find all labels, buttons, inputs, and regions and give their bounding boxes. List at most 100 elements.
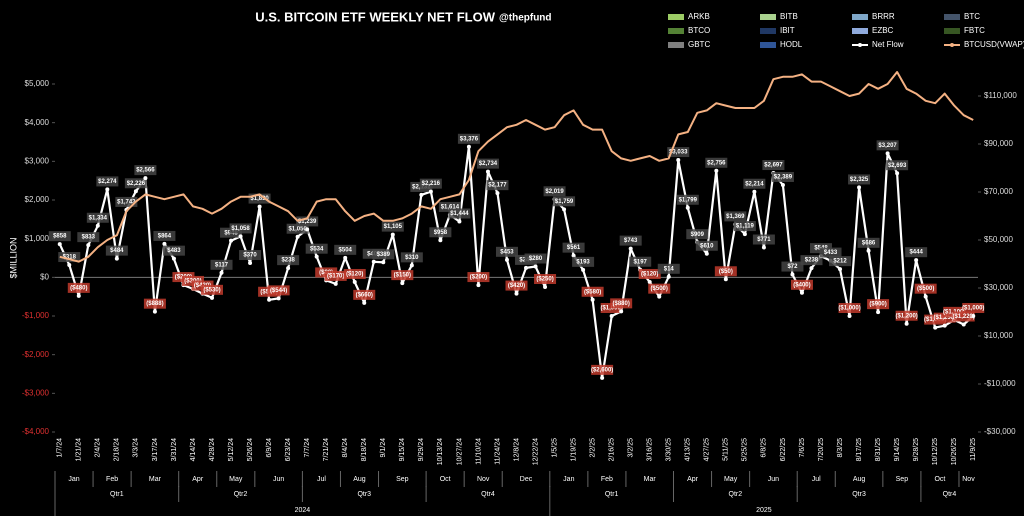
data-label-box	[162, 245, 185, 256]
data-label-box	[553, 196, 576, 207]
data-label: $1,799	[679, 197, 698, 203]
net-flow-point	[152, 309, 157, 314]
data-label: $1,050	[288, 226, 307, 232]
data-label: $1,239	[298, 219, 317, 225]
data-label-box	[905, 247, 928, 258]
x-tick-label: 3/17/24	[152, 438, 159, 461]
net-flow-point	[457, 219, 462, 224]
data-label: $212	[833, 259, 847, 265]
data-label-box	[400, 252, 423, 263]
data-label: $909	[691, 232, 705, 238]
month-label: Oct	[440, 476, 451, 483]
data-label: ($1,000)	[600, 306, 622, 312]
x-tick-label: 3/16/25	[647, 438, 654, 461]
data-label: ($150)	[394, 273, 411, 279]
x-tick-label: 8/17/25	[856, 438, 863, 461]
data-label-box	[619, 235, 642, 246]
data-label-box	[752, 234, 775, 245]
net-flow-point	[723, 277, 728, 282]
data-label-box	[648, 283, 671, 294]
x-tick-label: 9/28/25	[913, 438, 920, 461]
net-flow-point	[143, 176, 148, 181]
data-label-box	[67, 282, 90, 293]
year-label: 2024	[295, 507, 311, 514]
data-label-box	[743, 178, 766, 189]
y-axis-title: $MILLION	[8, 237, 18, 278]
data-label: ($1,000)	[962, 306, 984, 312]
month-label: Feb	[601, 476, 613, 483]
net-flow-point	[562, 207, 567, 212]
month-label: Aug	[853, 476, 866, 483]
year-label: 2025	[756, 507, 772, 514]
legend-label: FBTC	[964, 26, 985, 35]
net-flow-point	[961, 322, 966, 327]
x-tick-label: 1/19/25	[570, 438, 577, 461]
data-label: $561	[567, 245, 581, 251]
data-label-box	[486, 180, 509, 191]
x-tick-label: 4/13/25	[685, 438, 692, 461]
data-label: $2,214	[745, 181, 764, 187]
month-label: Mar	[149, 476, 162, 483]
data-label: $1,334	[89, 215, 108, 221]
data-label-box	[96, 176, 119, 187]
data-label-box	[86, 212, 109, 223]
y-tick-label: -$2,000	[22, 350, 50, 359]
data-label: $1,058	[231, 226, 250, 232]
data-label: $2,389	[774, 175, 793, 181]
data-label-box	[819, 247, 842, 258]
data-label: $833	[82, 235, 96, 241]
data-label: ($250)	[536, 277, 553, 283]
net-flow-point	[857, 185, 862, 190]
y2-tick-label: $10,000	[984, 331, 1013, 340]
y-tick-label: $3,000	[25, 156, 50, 165]
month-label: Aug	[353, 476, 366, 483]
net-flow-point	[533, 264, 538, 269]
data-label: ($580)	[584, 289, 601, 295]
data-label-box	[695, 240, 718, 251]
net-flow-point	[628, 246, 633, 251]
data-label-box	[429, 227, 452, 238]
data-label: $1,369	[726, 214, 745, 220]
data-label: $686	[862, 240, 876, 246]
data-label: $504	[339, 247, 353, 253]
price-line	[59, 71, 974, 263]
data-label-box	[771, 171, 794, 182]
legend-swatch	[760, 28, 776, 34]
x-tick-label: 11/24/24	[494, 438, 501, 465]
month-label: Jan	[68, 476, 79, 483]
month-label: Apr	[192, 476, 204, 483]
data-label-box	[705, 157, 728, 168]
net-flow-point	[504, 257, 509, 262]
net-flow-point	[67, 263, 72, 268]
data-label-box	[115, 196, 138, 207]
net-flow-point	[752, 189, 757, 194]
x-tick-label: 8/31/25	[875, 438, 882, 461]
month-label: Sep	[396, 476, 409, 483]
data-label: ($544)	[270, 288, 287, 294]
legend-swatch	[944, 14, 960, 20]
data-label: $2,177	[488, 183, 507, 189]
data-label-box	[790, 279, 813, 290]
x-tick-label: 7/6/25	[799, 438, 806, 458]
data-label-box	[248, 193, 271, 204]
net-flow-point	[524, 265, 529, 270]
data-label-box	[324, 270, 347, 281]
month-label: Nov	[962, 476, 975, 483]
month-label: Jul	[812, 476, 821, 483]
x-tick-label: 8/4/24	[342, 438, 349, 458]
data-label: ($900)	[869, 302, 886, 308]
month-label: Sep	[896, 476, 909, 483]
net-flow-point	[676, 158, 681, 163]
x-tick-label: 10/12/25	[932, 438, 939, 465]
legend-marker	[858, 43, 862, 47]
data-label: $433	[824, 250, 838, 256]
data-label-box	[495, 246, 518, 257]
y2-tick-label: $70,000	[984, 187, 1013, 196]
y2-tick-label: $50,000	[984, 235, 1013, 244]
data-label: $197	[634, 259, 648, 265]
data-label-box	[381, 221, 404, 232]
net-flow-point	[229, 238, 234, 243]
net-flow-point	[400, 281, 405, 286]
quarter-label: Qtr3	[357, 491, 371, 498]
